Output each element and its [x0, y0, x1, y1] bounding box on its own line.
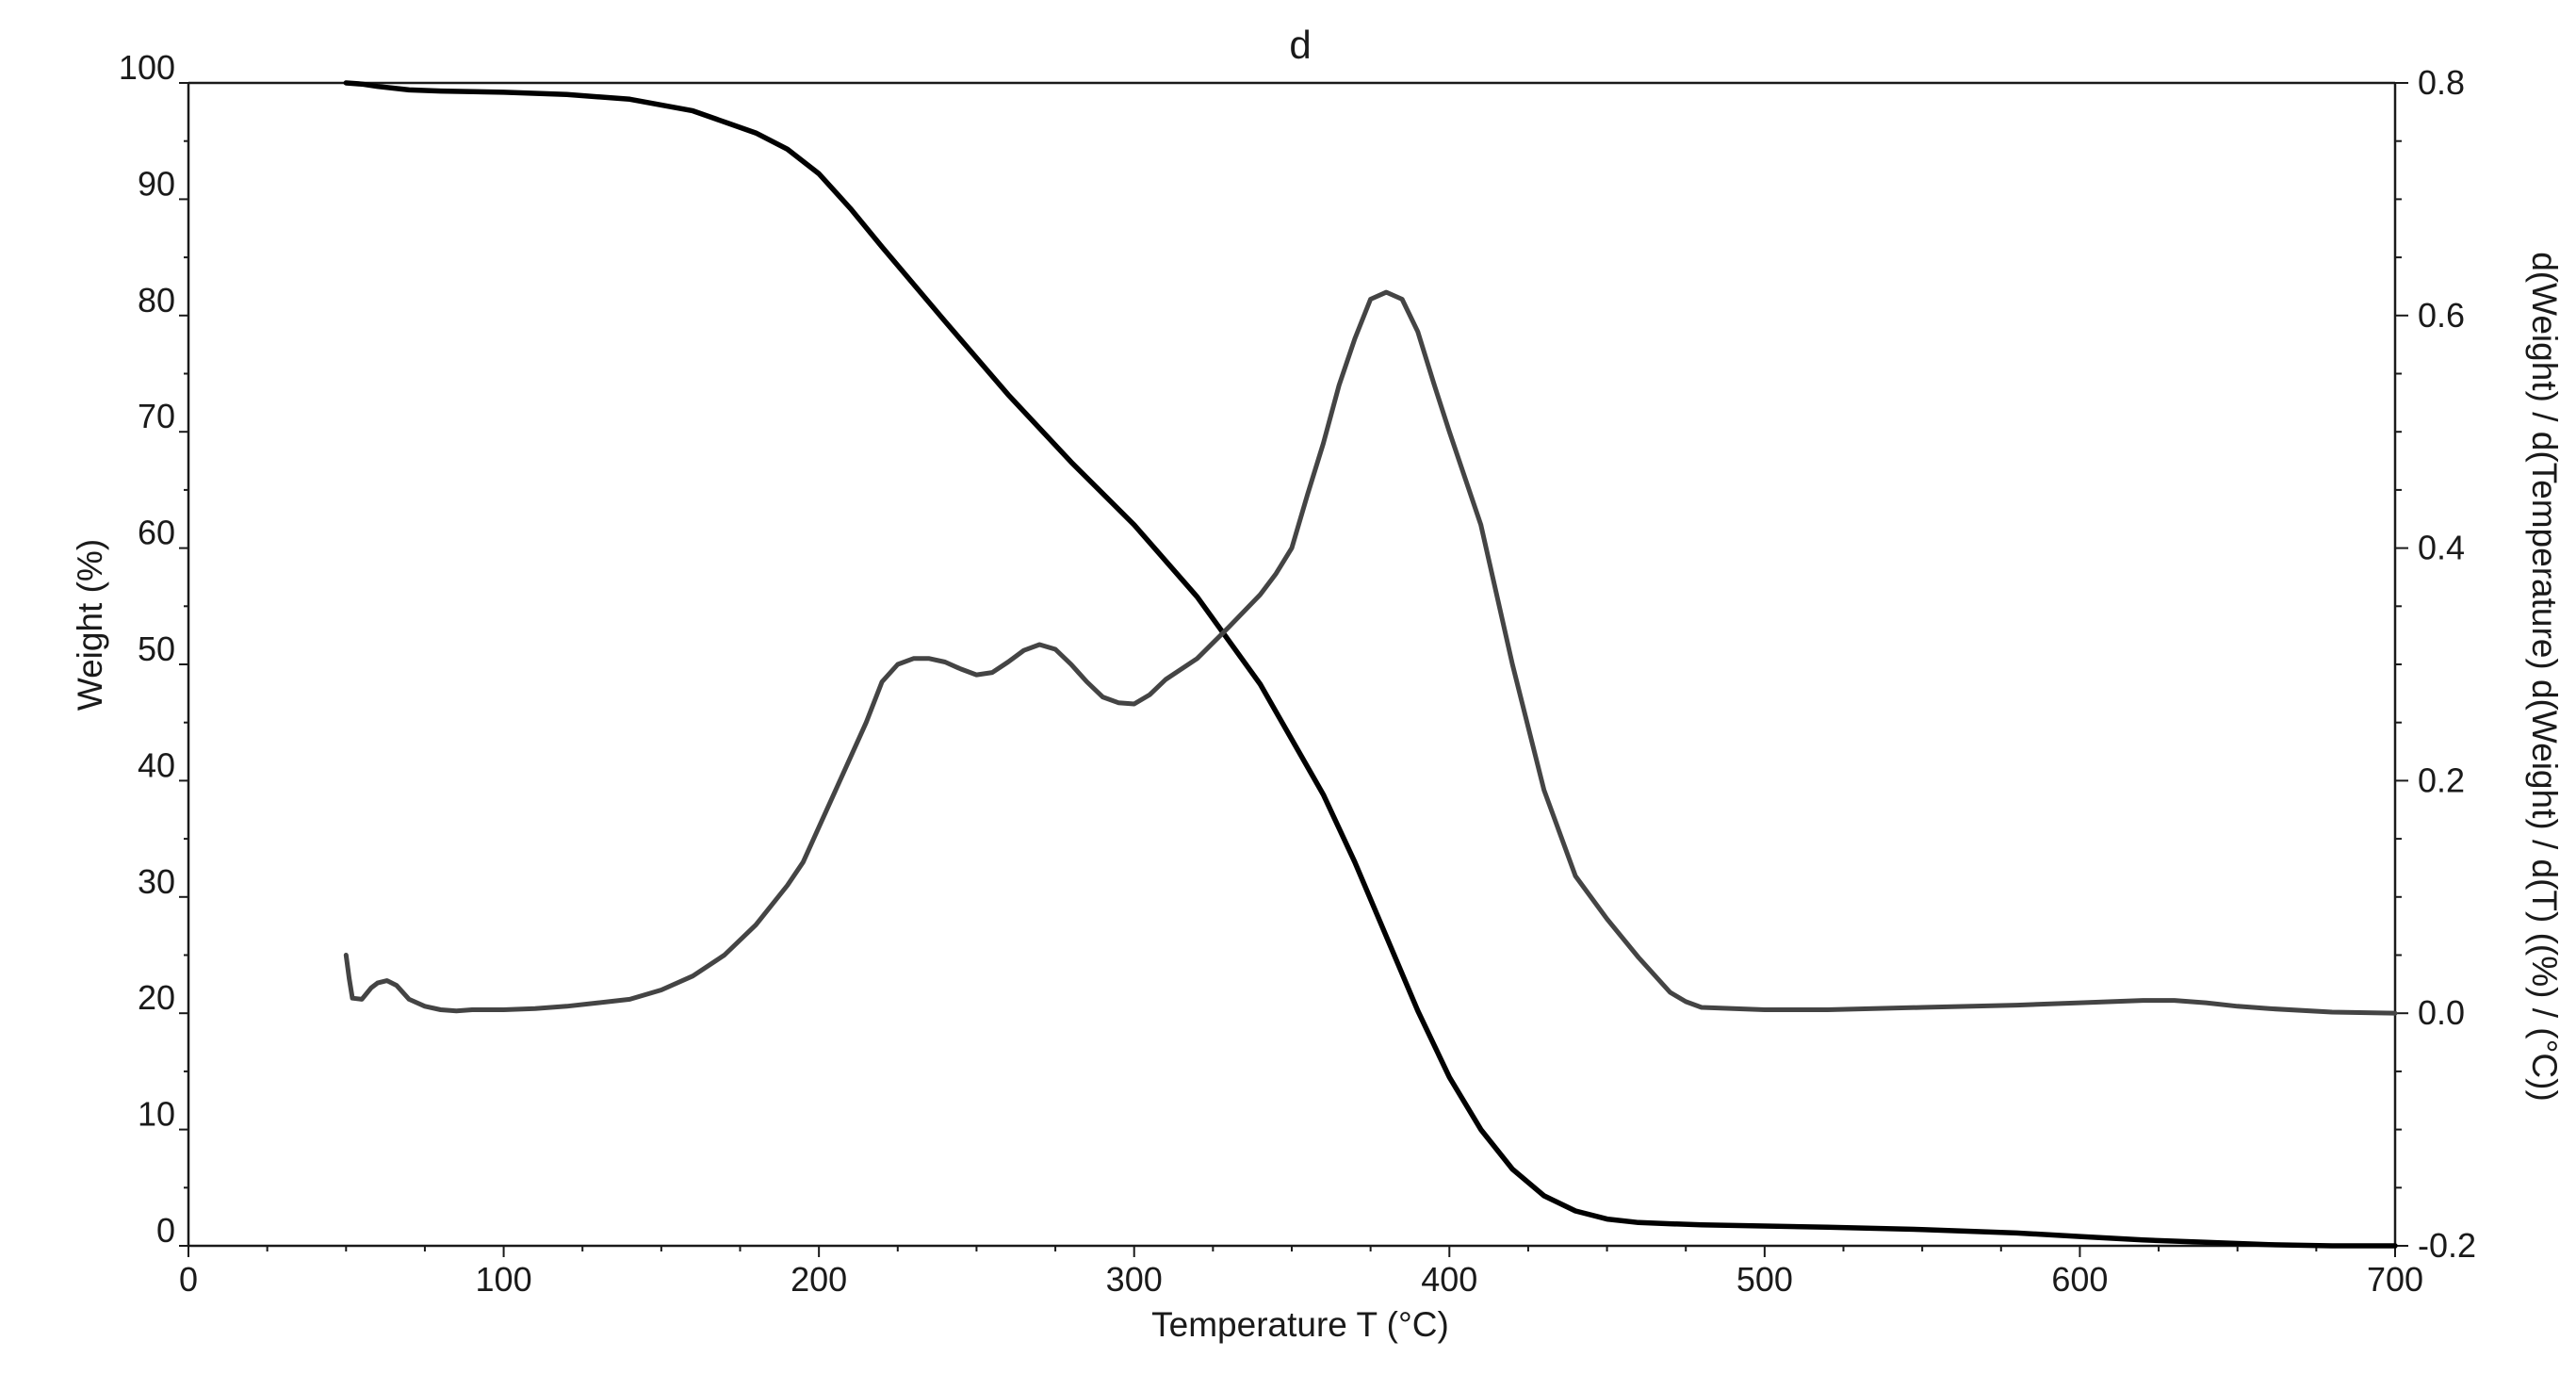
left-y-tick-label: 90 [138, 164, 175, 203]
left-y-axis-title: Weight (%) [71, 539, 109, 711]
left-y-tick-label: 100 [119, 48, 175, 87]
chart-title: d [1289, 23, 1311, 67]
x-tick-label: 400 [1421, 1260, 1477, 1299]
x-tick-label: 600 [2051, 1260, 2108, 1299]
left-y-tick-label: 10 [138, 1095, 175, 1134]
left-y-tick-label: 50 [138, 630, 175, 668]
x-tick-label: 300 [1106, 1260, 1163, 1299]
right-y-tick-label: 0.0 [2418, 993, 2465, 1032]
right-y-tick-label: 0.2 [2418, 760, 2465, 799]
left-y-tick-label: 20 [138, 978, 175, 1017]
right-y-tick-label: 0.6 [2418, 296, 2465, 335]
derivative-weight-line [343, 289, 2398, 1016]
x-tick-label: 700 [2367, 1260, 2423, 1299]
x-tick-label: 200 [791, 1260, 847, 1299]
right-y-axis-title: d(Weight) / d(Temperature) d(Weight) / d… [2525, 252, 2564, 1102]
x-tick-label: 0 [179, 1260, 198, 1299]
x-tick-label: 500 [1736, 1260, 1793, 1299]
x-axis-title: Temperature T (°C) [1151, 1305, 1449, 1344]
right-y-tick-label: 0.4 [2418, 529, 2465, 567]
left-y-tick-label: 30 [138, 862, 175, 901]
x-tick-label: 100 [476, 1260, 532, 1299]
right-y-tick-label: -0.2 [2418, 1226, 2476, 1265]
left-y-tick-label: 70 [138, 397, 175, 435]
left-y-tick-label: 40 [138, 745, 175, 784]
right-y-tick-label: 0.8 [2418, 63, 2465, 102]
left-y-tick-label: 60 [138, 514, 175, 552]
weight-percent-line [343, 80, 2398, 1249]
left-y-tick-label: 80 [138, 281, 175, 319]
left-y-tick-label: 0 [156, 1211, 175, 1250]
